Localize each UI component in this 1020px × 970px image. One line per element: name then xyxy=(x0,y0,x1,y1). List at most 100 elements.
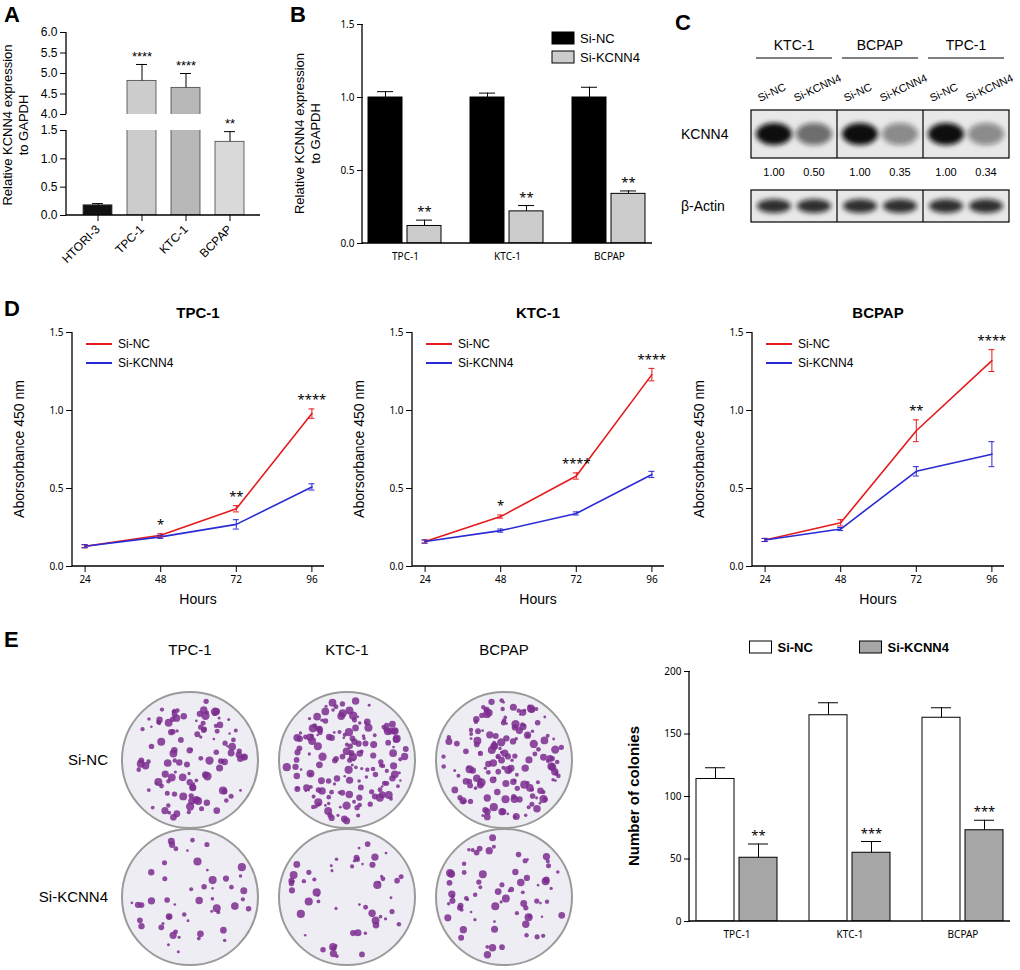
svg-text:24: 24 xyxy=(79,572,91,586)
svg-text:KTC-1: KTC-1 xyxy=(837,927,864,941)
svg-text:4.0: 4.0 xyxy=(41,107,58,121)
svg-text:BCPAP: BCPAP xyxy=(197,222,235,260)
svg-text:**: ** xyxy=(229,487,243,505)
svg-text:0.34: 0.34 xyxy=(975,166,996,178)
svg-text:Si-KCNN4: Si-KCNN4 xyxy=(878,71,929,103)
svg-text:Si-KCNN4: Si-KCNN4 xyxy=(888,640,950,655)
svg-text:**: ** xyxy=(621,173,635,191)
svg-text:Si-KCNN4: Si-KCNN4 xyxy=(964,71,1015,103)
svg-text:0.0: 0.0 xyxy=(340,236,354,250)
svg-text:96: 96 xyxy=(306,572,318,586)
svg-text:0: 0 xyxy=(676,914,682,928)
svg-text:TPC-1: TPC-1 xyxy=(946,37,987,53)
svg-text:0.35: 0.35 xyxy=(889,166,910,178)
svg-text:24: 24 xyxy=(759,572,771,586)
svg-text:KTC-1: KTC-1 xyxy=(156,222,191,257)
svg-text:Si-NC: Si-NC xyxy=(778,640,814,655)
svg-text:0.5: 0.5 xyxy=(389,481,403,495)
svg-text:BCPAP: BCPAP xyxy=(857,37,903,53)
svg-text:0.50: 0.50 xyxy=(803,166,824,178)
svg-text:***: *** xyxy=(861,824,883,842)
svg-text:Hours: Hours xyxy=(519,591,556,607)
svg-text:Si-NC: Si-NC xyxy=(118,337,150,351)
svg-text:KTC-1: KTC-1 xyxy=(494,249,521,263)
svg-text:Si-NC: Si-NC xyxy=(798,337,830,351)
svg-text:Si-NC: Si-NC xyxy=(68,751,108,768)
svg-text:96: 96 xyxy=(986,572,998,586)
svg-text:1.0: 1.0 xyxy=(340,90,354,104)
svg-text:Si-KCNN4: Si-KCNN4 xyxy=(792,71,843,103)
svg-text:TPC-1: TPC-1 xyxy=(112,222,147,257)
svg-text:C: C xyxy=(675,10,691,35)
svg-text:*: * xyxy=(157,515,164,533)
svg-text:72: 72 xyxy=(231,572,243,586)
svg-text:TPC-1: TPC-1 xyxy=(724,927,751,941)
svg-text:24: 24 xyxy=(419,572,431,586)
svg-text:BCPAP: BCPAP xyxy=(852,304,903,321)
svg-text:**: ** xyxy=(751,826,765,844)
svg-text:Si-KCNN4: Si-KCNN4 xyxy=(39,888,108,905)
svg-text:6.0: 6.0 xyxy=(41,25,58,39)
svg-text:48: 48 xyxy=(835,572,847,586)
svg-text:1.5: 1.5 xyxy=(729,325,743,339)
svg-text:Si-KCNN4: Si-KCNN4 xyxy=(118,356,174,370)
svg-text:72: 72 xyxy=(571,572,583,586)
svg-text:*: * xyxy=(497,496,504,514)
svg-text:KCNN4: KCNN4 xyxy=(681,126,729,142)
svg-text:TPC-1: TPC-1 xyxy=(176,304,219,321)
svg-text:Si-KCNN4: Si-KCNN4 xyxy=(798,356,854,370)
svg-text:100: 100 xyxy=(664,789,681,803)
svg-text:A: A xyxy=(4,2,20,27)
svg-text:1.00: 1.00 xyxy=(849,166,870,178)
svg-text:Relative KCNN4 expressionto GA: Relative KCNN4 expressionto GAPDH xyxy=(292,53,323,214)
svg-text:Hours: Hours xyxy=(179,591,216,607)
svg-text:KTC-1: KTC-1 xyxy=(774,37,815,53)
svg-text:Aborsorbance 450 nm: Aborsorbance 450 nm xyxy=(351,380,367,518)
svg-text:1.0: 1.0 xyxy=(389,403,403,417)
svg-text:***: *** xyxy=(974,802,996,820)
svg-text:E: E xyxy=(4,627,19,652)
svg-text:200: 200 xyxy=(664,664,681,678)
svg-text:TPC-1: TPC-1 xyxy=(168,641,211,658)
svg-text:Si-KCNN4: Si-KCNN4 xyxy=(580,50,640,65)
svg-text:HTORI-3: HTORI-3 xyxy=(59,222,103,266)
svg-text:Si-NC: Si-NC xyxy=(580,31,615,46)
svg-text:**: ** xyxy=(225,116,235,131)
svg-text:Number of colonies: Number of colonies xyxy=(625,726,642,866)
svg-text:1.00: 1.00 xyxy=(935,166,956,178)
svg-text:Si-KCNN4: Si-KCNN4 xyxy=(458,356,514,370)
svg-text:1.5: 1.5 xyxy=(41,123,58,137)
svg-text:Aborsorbance 450 nm: Aborsorbance 450 nm xyxy=(11,380,27,518)
svg-text:Si-NC: Si-NC xyxy=(458,337,490,351)
svg-text:96: 96 xyxy=(646,572,658,586)
svg-text:****: **** xyxy=(132,49,152,64)
svg-text:Si-NC: Si-NC xyxy=(756,81,788,104)
svg-text:BCPAP: BCPAP xyxy=(948,927,979,941)
svg-text:72: 72 xyxy=(911,572,923,586)
svg-text:1.0: 1.0 xyxy=(49,403,63,417)
svg-text:B: B xyxy=(290,2,306,27)
svg-text:4.5: 4.5 xyxy=(41,87,58,101)
svg-text:0.0: 0.0 xyxy=(729,559,743,573)
svg-text:D: D xyxy=(4,296,20,321)
svg-text:0.0: 0.0 xyxy=(41,208,58,222)
svg-text:0.0: 0.0 xyxy=(389,559,403,573)
svg-text:BCPAP: BCPAP xyxy=(594,249,625,263)
svg-text:KTC-1: KTC-1 xyxy=(325,641,368,658)
svg-text:Hours: Hours xyxy=(859,591,896,607)
svg-text:****: **** xyxy=(562,454,591,472)
svg-text:5.0: 5.0 xyxy=(41,66,58,80)
svg-text:150: 150 xyxy=(664,726,681,740)
svg-text:48: 48 xyxy=(155,572,167,586)
svg-text:5.5: 5.5 xyxy=(41,46,58,60)
svg-text:1.5: 1.5 xyxy=(389,325,403,339)
svg-text:TPC-1: TPC-1 xyxy=(392,249,419,263)
svg-text:1.0: 1.0 xyxy=(729,403,743,417)
svg-text:Si-NC: Si-NC xyxy=(928,81,960,104)
svg-text:Si-NC: Si-NC xyxy=(842,81,874,104)
svg-text:BCPAP: BCPAP xyxy=(479,641,529,658)
svg-text:1.0: 1.0 xyxy=(41,152,58,166)
svg-text:**: ** xyxy=(519,188,533,206)
svg-text:**: ** xyxy=(417,202,431,220)
svg-text:**: ** xyxy=(909,401,923,419)
